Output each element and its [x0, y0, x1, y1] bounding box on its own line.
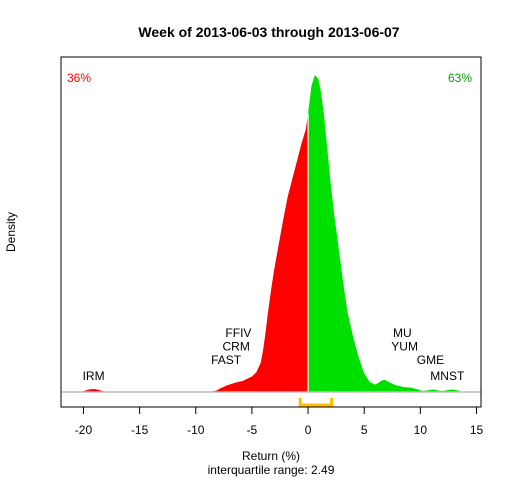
density-area — [81, 75, 466, 393]
x-tick-label: 5 — [361, 423, 368, 437]
x-tick-label: -10 — [187, 423, 205, 437]
chart-title: Week of 2013-06-03 through 2013-06-07 — [138, 24, 399, 40]
x-tick-label: 15 — [470, 423, 484, 437]
x-tick-label: 10 — [414, 423, 428, 437]
iqr-bracket-mark — [298, 398, 334, 407]
ticker-label-yum: YUM — [391, 340, 418, 354]
ticker-label-irm: IRM — [83, 369, 105, 383]
ticker-label-mu: MU — [393, 326, 412, 340]
positive-share-label: 63% — [448, 71, 472, 85]
ticker-label-fast: FAST — [211, 353, 242, 367]
x-tick-label: -20 — [75, 423, 93, 437]
x-tick-label: -15 — [131, 423, 149, 437]
y-axis-label: Density — [4, 212, 18, 252]
x-tick-label: 0 — [305, 423, 312, 437]
x-axis: -20 -15 -10 -5 0 5 10 15 — [75, 406, 484, 437]
ticker-label-ffiv: FFIV — [225, 326, 251, 340]
ticker-label-mnst: MNST — [430, 369, 465, 383]
ticker-label-gme: GME — [417, 353, 444, 367]
x-axis-label: Return (%) — [242, 449, 300, 463]
negative-density-area — [81, 113, 309, 393]
iqr-bracket — [298, 398, 334, 407]
x-tick-label: -5 — [247, 423, 258, 437]
iqr-subtitle: interquartile range: 2.49 — [208, 463, 335, 477]
positive-density-area — [308, 75, 466, 392]
negative-share-label: 36% — [67, 71, 91, 85]
ticker-label-crm: CRM — [223, 340, 250, 354]
